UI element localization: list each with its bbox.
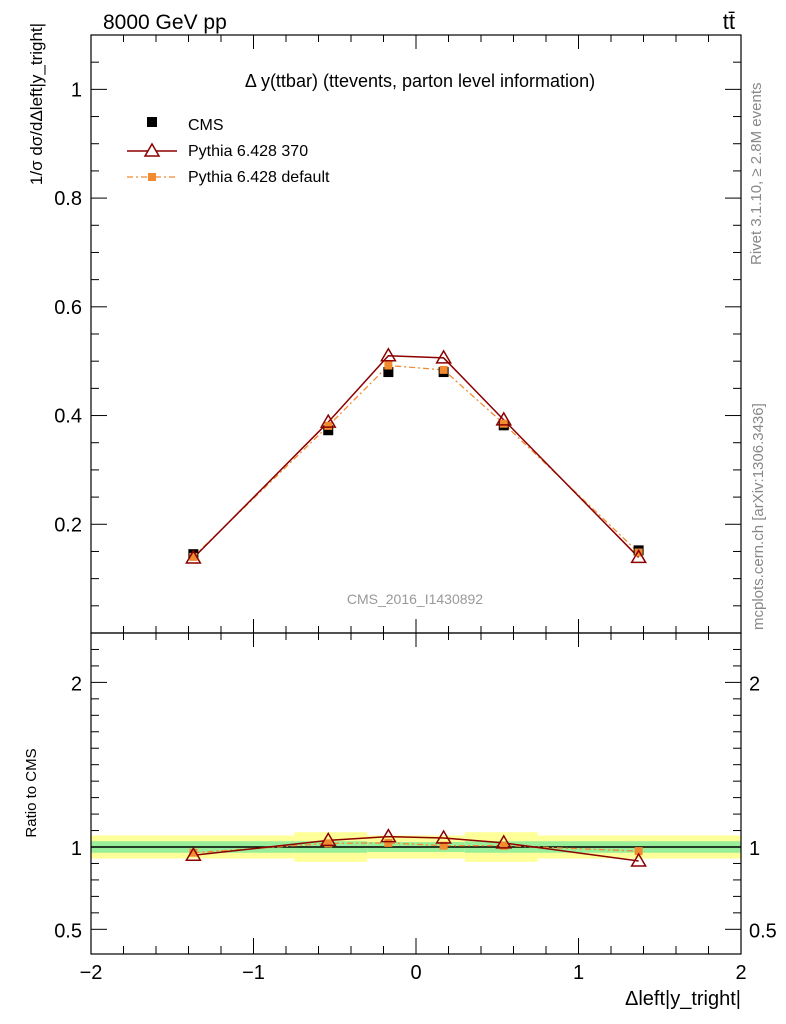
xtick-label: 2 — [735, 962, 746, 984]
main-ytick-label: 0.4 — [54, 406, 82, 428]
legend-pythia370-label: Pythia 6.428 370 — [188, 143, 308, 160]
ratio-pythia-default-point — [439, 841, 448, 850]
main-title: Δ y(ttbar) (ttevents, parton level infor… — [245, 71, 595, 91]
legend-cms-marker — [147, 117, 157, 127]
ratio-panel: 0.5 0.5 1 1 2 2 −2 −1 0 1 2 Ratio to CMS Δleft|y_t… — [23, 632, 777, 1010]
xtick-label: −2 — [80, 962, 103, 984]
main-axis-ticks: 0.2 0.4 0.6 0.8 1 — [54, 35, 742, 633]
mcplots-label: mcplots.cern.ch [arXiv:1306.3436] — [750, 403, 767, 630]
ratio-pythia370-point — [185, 846, 202, 861]
pythia-default-point — [499, 419, 508, 428]
main-ytick-label: 1 — [71, 79, 82, 101]
ratio-pythia370-line — [193, 835, 639, 862]
pythia-default-point — [324, 421, 333, 430]
pythia370-line — [192, 354, 640, 559]
pythia-default-point — [189, 552, 198, 561]
main-ytick-label: 0.8 — [54, 188, 82, 210]
ratio-pythia-default-point — [324, 839, 333, 848]
main-ytick-label: 0.6 — [54, 297, 82, 319]
main-series — [185, 347, 647, 564]
ratio-pythia370-point — [630, 852, 647, 867]
xtick-label: −1 — [242, 962, 265, 984]
ratio-frame — [90, 632, 742, 955]
pythia370-point — [630, 548, 647, 564]
mcplots-label-text: mcplots.cern.ch [arXiv:1306.3436] — [750, 403, 767, 630]
pythia370-point — [319, 413, 337, 428]
xtick-label: 0 — [410, 962, 421, 984]
main-ylabel-text: 1/σ dσ/dΔleft|y_tright| — [27, 23, 46, 185]
main-ylabel: 1/σ dσ/dΔleft|y_tright| — [27, 23, 46, 185]
legend: CMS Pythia 6.428 370 Pythia 6.428 defaul… — [127, 117, 330, 186]
ratio-ytick-label-right: 2 — [749, 673, 760, 695]
ratio-pythia-default-point — [189, 848, 198, 857]
pythia370-point — [380, 347, 397, 362]
legend-pythia-default-marker — [148, 173, 156, 181]
ratio-series — [185, 828, 647, 867]
ratio-pythia-default-point — [384, 838, 393, 847]
pythia-default-point — [384, 361, 393, 370]
ratio-pythia370-point — [495, 834, 513, 849]
ratio-axis-ticks: 0.5 0.5 1 1 2 2 −2 −1 0 1 2 — [54, 633, 777, 984]
analysis-id-label: CMS_2016_I1430892 — [347, 591, 483, 607]
rivet-label-text: Rivet 3.1.10, ≥ 2.8M events — [748, 83, 765, 266]
ratio-ylabel: Ratio to CMS — [23, 748, 40, 837]
ratio-ytick-label-right: 0.5 — [749, 920, 777, 942]
pythia370-point — [495, 411, 513, 426]
main-ytick-label: 0.2 — [54, 514, 82, 536]
ratio-ytick-label-left: 0.5 — [54, 920, 82, 942]
main-panel: 0.2 0.4 0.6 0.8 1 Δ y(ttbar) (ttevents, part… — [27, 23, 742, 634]
legend-cms-label: CMS — [188, 117, 224, 134]
process-label: tt̄ — [723, 9, 735, 34]
pythia-default-line — [192, 364, 640, 558]
ratio-pythia-default-line — [193, 842, 639, 854]
ratio-ylabel-text: Ratio to CMS — [23, 748, 40, 837]
legend-pythia-default-label: Pythia 6.428 default — [188, 169, 330, 186]
ratio-pythia370-point — [319, 831, 337, 847]
ratio-ytick-label-right: 1 — [749, 838, 760, 860]
ratio-ytick-label-left: 2 — [71, 673, 82, 695]
cms-point — [323, 425, 334, 436]
ratio-pythia370-point — [380, 828, 397, 843]
legend-pythia370-marker — [143, 142, 161, 157]
pythia370-point — [435, 349, 452, 364]
rivet-label: Rivet 3.1.10, ≥ 2.8M events — [748, 83, 765, 266]
pythia-default-point — [439, 365, 448, 374]
cms-point — [383, 367, 394, 378]
ratio-pythia-default-point — [499, 841, 508, 850]
xlabel: Δleft|y_tright| — [625, 988, 741, 1010]
xtick-label: 1 — [573, 962, 584, 984]
energy-label: 8000 GeV pp — [103, 11, 227, 34]
ratio-pythia-default-point — [634, 847, 643, 856]
ratio-pythia370-point — [435, 829, 452, 844]
ratio-ytick-label-left: 1 — [71, 838, 82, 860]
pythia-default-point — [634, 548, 643, 557]
pythia370-point — [185, 549, 202, 564]
